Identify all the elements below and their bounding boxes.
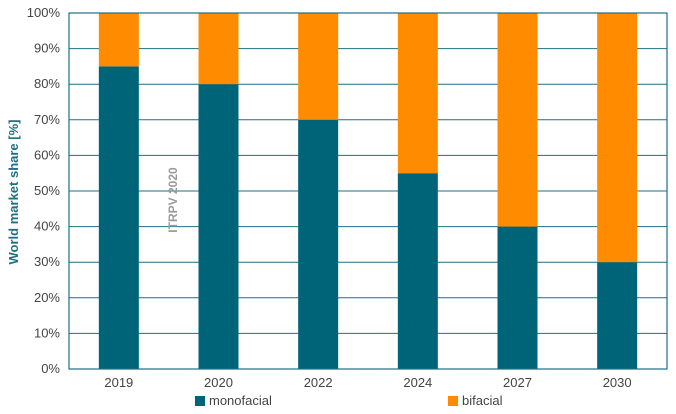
legend-swatch-bifacial (448, 396, 458, 406)
bar-bifacial-2024 (397, 13, 438, 174)
bars-group (98, 13, 638, 370)
y-tick-label: 90% (34, 41, 60, 56)
x-tick-labels: 2019 2020 2022 2024 2027 2030 (104, 375, 631, 390)
bar-monofacial-2022 (298, 119, 339, 369)
legend-label-monofacial: monofacial (209, 393, 272, 408)
y-tick-label: 50% (34, 183, 60, 198)
gridlines (69, 12, 667, 370)
bar-bifacial-2020 (198, 13, 239, 85)
bar-monofacial-2024 (397, 173, 438, 369)
plot-frame (68, 12, 668, 370)
y-tick-label: 70% (34, 112, 60, 127)
bar-monofacial-2027 (497, 226, 538, 369)
x-tick-label: 2022 (304, 375, 333, 390)
x-tick-label: 2030 (603, 375, 632, 390)
y-tick-label: 60% (34, 147, 60, 162)
bar-monofacial-2030 (597, 262, 638, 369)
x-tick-label: 2020 (204, 375, 233, 390)
y-axis-label: World market share [%] (6, 120, 21, 265)
y-tick-label: 30% (34, 254, 60, 269)
y-tick-label: 100% (27, 5, 61, 20)
y-tick-labels: 0% 10% 20% 30% 40% 50% 60% 70% 80% 90% 100% (27, 5, 61, 376)
x-tick-label: 2019 (104, 375, 133, 390)
bar-bifacial-2019 (98, 13, 139, 67)
legend: monofacial bifacial (195, 393, 503, 408)
legend-label-bifacial: bifacial (462, 393, 503, 408)
bar-monofacial-2020 (198, 84, 239, 369)
x-tick-label: 2027 (503, 375, 532, 390)
watermark-annotation: ITRPV 2020 (166, 167, 180, 233)
bar-monofacial-2019 (98, 66, 139, 370)
bar-bifacial-2027 (497, 13, 538, 227)
legend-swatch-monofacial (195, 396, 205, 406)
bar-bifacial-2030 (597, 13, 638, 263)
plot-border (68, 12, 668, 370)
x-tick-label: 2024 (403, 375, 432, 390)
bar-bifacial-2022 (298, 13, 339, 120)
y-tick-label: 0% (41, 361, 60, 376)
y-tick-label: 40% (34, 219, 60, 234)
y-tick-label: 80% (34, 76, 60, 91)
y-tick-label: 10% (34, 325, 60, 340)
y-tick-label: 20% (34, 290, 60, 305)
